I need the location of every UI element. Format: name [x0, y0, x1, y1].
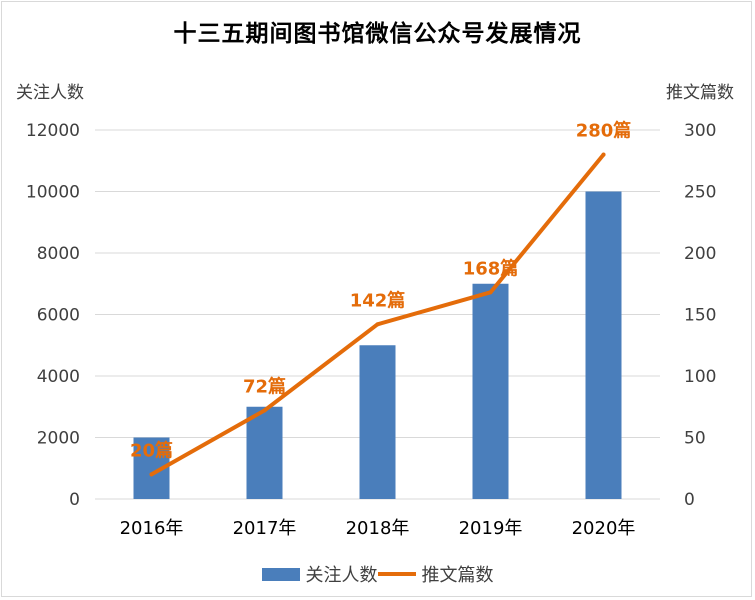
legend-bar-swatch: [261, 567, 300, 581]
y-left-tick-label: 12000: [26, 121, 80, 141]
line-point: [601, 152, 606, 157]
y-right-tick-label: 100: [684, 367, 716, 387]
legend: 关注人数 推文篇数: [0, 561, 755, 587]
y-left-tick-label: 6000: [37, 306, 80, 326]
y-right-tick-label: 0: [684, 490, 695, 510]
line-point: [262, 408, 267, 413]
y-left-tick-label: 8000: [37, 244, 80, 264]
data-label: 280篇: [576, 120, 632, 142]
x-tick-label: 2017年: [233, 518, 297, 539]
data-label: 168篇: [463, 257, 519, 279]
left-axis-title: 关注人数: [16, 83, 84, 103]
y-right-tick-label: 300: [684, 121, 716, 141]
bar: [472, 283, 509, 499]
legend-label-followers: 关注人数: [305, 565, 378, 586]
legend-item-followers: 关注人数: [261, 561, 378, 587]
legend-item-posts: 推文篇数: [377, 561, 494, 587]
data-label: 142篇: [350, 289, 406, 311]
line-point: [375, 322, 380, 327]
y-left-tick-label: 0: [69, 490, 80, 510]
data-label: 72篇: [243, 375, 286, 397]
right-axis-title: 推文篇数: [666, 83, 734, 103]
y-right-tick-label: 50: [684, 429, 706, 449]
y-right-tick-label: 250: [684, 183, 716, 203]
y-left-tick-label: 4000: [37, 367, 80, 387]
y-right-tick-label: 200: [684, 244, 716, 264]
y-left-tick-label: 2000: [37, 429, 80, 449]
bar: [359, 345, 396, 499]
y-left-tick-label: 10000: [26, 183, 80, 203]
x-tick-label: 2018年: [346, 518, 410, 539]
data-label: 20篇: [130, 439, 173, 461]
x-tick-label: 2016年: [120, 518, 184, 539]
line-point: [488, 290, 493, 295]
bar: [585, 191, 622, 499]
bar: [246, 406, 283, 499]
line-point: [149, 472, 154, 477]
chart-title: 十三五期间图书馆微信公众号发展情况: [173, 20, 582, 47]
y-right-tick-label: 150: [684, 306, 716, 326]
x-tick-label: 2020年: [572, 518, 636, 539]
x-tick-label: 2019年: [459, 518, 523, 539]
legend-label-posts: 推文篇数: [421, 565, 494, 586]
legend-line-swatch: [377, 572, 416, 576]
